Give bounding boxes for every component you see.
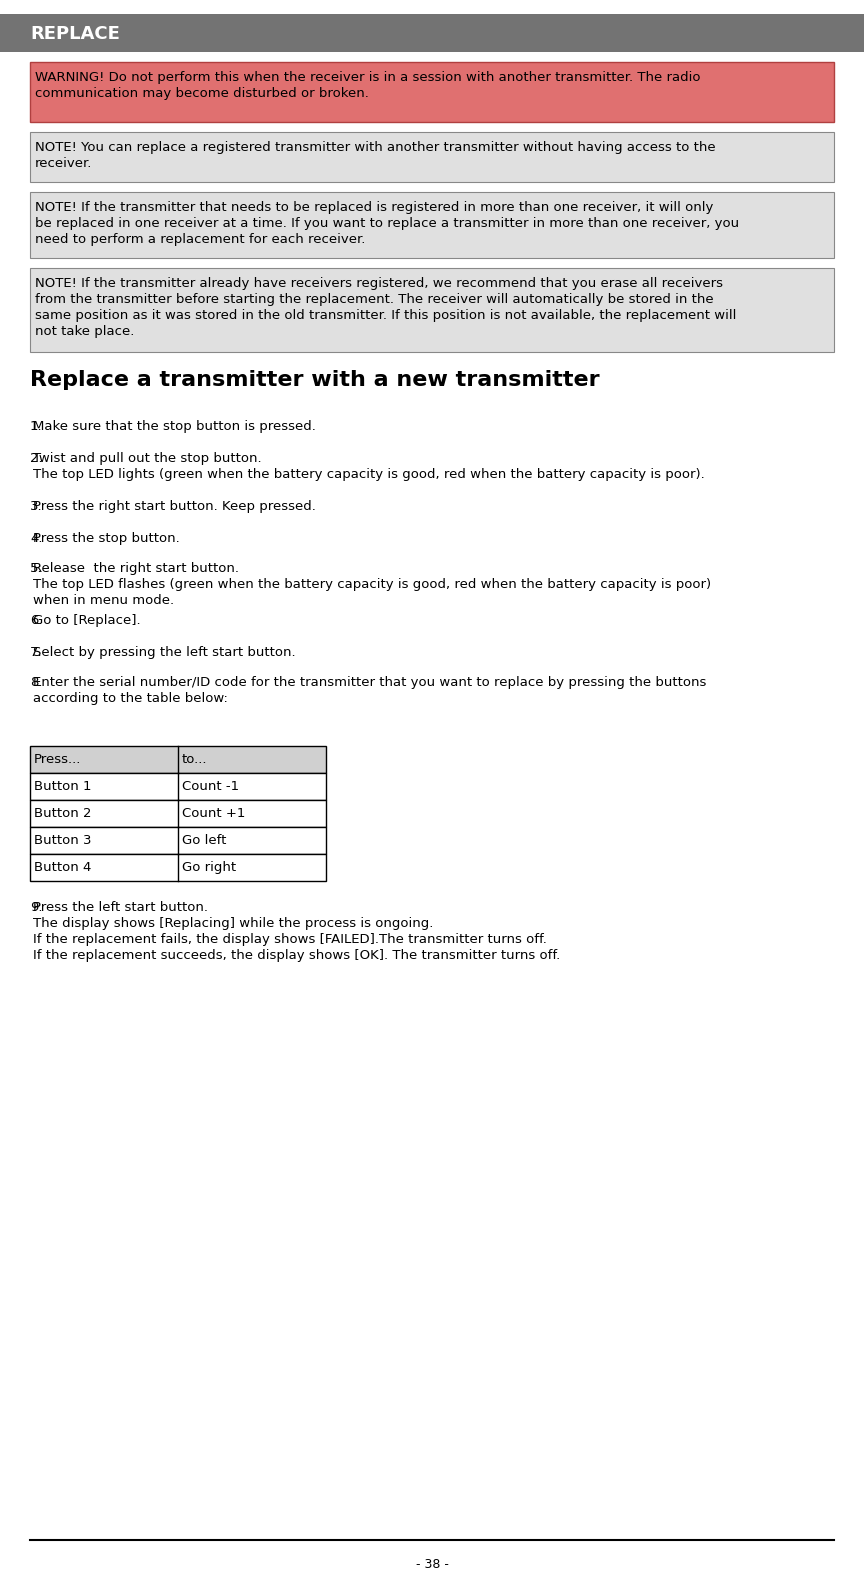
Text: Button 3: Button 3 — [34, 834, 92, 846]
Text: Press the stop button.: Press the stop button. — [33, 533, 180, 545]
Text: Select by pressing the left start button.: Select by pressing the left start button… — [33, 646, 295, 659]
Text: Button 1: Button 1 — [34, 780, 92, 793]
Text: The top LED flashes (green when the battery capacity is good, red when the batte: The top LED flashes (green when the batt… — [33, 578, 711, 591]
Text: Button 2: Button 2 — [34, 807, 92, 820]
Text: The top LED lights (green when the battery capacity is good, red when the batter: The top LED lights (green when the batte… — [33, 468, 705, 481]
Text: Go to [Replace].: Go to [Replace]. — [33, 615, 141, 627]
Bar — [30, 192, 834, 258]
Text: 8.: 8. — [30, 676, 42, 689]
Text: Enter the serial number/ID code for the transmitter that you want to replace by : Enter the serial number/ID code for the … — [33, 676, 707, 689]
Text: Count +1: Count +1 — [182, 807, 245, 820]
Text: 4.: 4. — [30, 533, 42, 545]
Text: to...: to... — [182, 753, 207, 766]
Text: Make sure that the stop button is pressed.: Make sure that the stop button is presse… — [33, 419, 316, 433]
Text: Press...: Press... — [34, 753, 81, 766]
Text: Press the right start button. Keep pressed.: Press the right start button. Keep press… — [33, 500, 316, 514]
Text: 7.: 7. — [30, 646, 42, 659]
Text: Count -1: Count -1 — [182, 780, 239, 793]
Text: when in menu mode.: when in menu mode. — [33, 594, 175, 607]
Text: 9.: 9. — [30, 901, 42, 914]
Text: Button 4: Button 4 — [34, 860, 92, 875]
Text: - 38 -: - 38 - — [416, 1559, 448, 1571]
Text: Go right: Go right — [182, 860, 236, 875]
Text: 6.: 6. — [30, 615, 42, 627]
Text: NOTE! If the transmitter that needs to be replaced is registered in more than on: NOTE! If the transmitter that needs to b… — [35, 202, 739, 246]
Text: WARNING! Do not perform this when the receiver is in a session with another tran: WARNING! Do not perform this when the re… — [35, 71, 701, 99]
Bar — [30, 268, 834, 351]
Bar — [30, 745, 326, 772]
Text: 5.: 5. — [30, 563, 42, 575]
Text: Twist and pull out the stop button.: Twist and pull out the stop button. — [33, 452, 262, 465]
Text: 1.: 1. — [30, 419, 42, 433]
Bar — [30, 827, 326, 854]
Text: Release  the right start button.: Release the right start button. — [33, 563, 239, 575]
Text: 2.: 2. — [30, 452, 42, 465]
Bar — [30, 854, 326, 881]
Text: Press the left start button.: Press the left start button. — [33, 901, 208, 914]
Bar — [30, 801, 326, 827]
Text: NOTE! You can replace a registered transmitter with another transmitter without : NOTE! You can replace a registered trans… — [35, 140, 715, 170]
Text: NOTE! If the transmitter already have receivers registered, we recommend that yo: NOTE! If the transmitter already have re… — [35, 277, 736, 337]
Bar — [30, 132, 834, 181]
Bar — [30, 61, 834, 121]
Text: REPLACE: REPLACE — [30, 25, 120, 43]
Bar — [30, 772, 326, 801]
Text: If the replacement succeeds, the display shows [OK]. The transmitter turns off.: If the replacement succeeds, the display… — [33, 949, 560, 961]
Text: Replace a transmitter with a new transmitter: Replace a transmitter with a new transmi… — [30, 370, 600, 389]
Text: Go left: Go left — [182, 834, 226, 846]
Text: 3.: 3. — [30, 500, 42, 514]
Text: according to the table below:: according to the table below: — [33, 692, 228, 704]
Text: If the replacement fails, the display shows [FAILED].The transmitter turns off.: If the replacement fails, the display sh… — [33, 933, 547, 946]
Bar — [0, 14, 864, 52]
Text: The display shows [Replacing] while the process is ongoing.: The display shows [Replacing] while the … — [33, 917, 434, 930]
